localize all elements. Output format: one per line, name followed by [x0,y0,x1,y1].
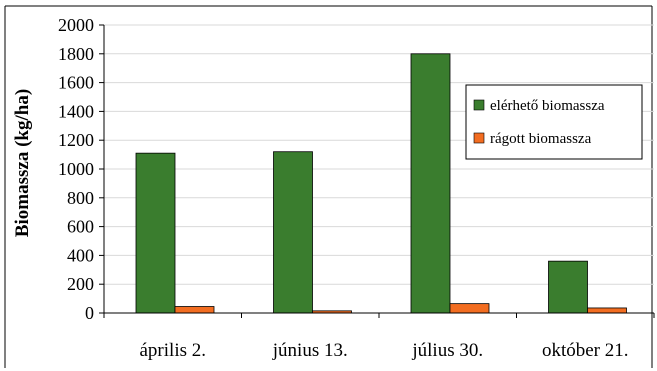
y-tick-label: 200 [67,274,94,294]
y-tick-label: 800 [67,188,94,208]
bar-grazed-biomass [587,307,627,314]
y-tick-label: 2000 [58,15,94,35]
y-tick-label: 0 [85,303,94,323]
y-tick-label: 1400 [58,101,94,121]
x-tick-label: április 2. [140,340,207,361]
bar-available-biomass [548,260,588,314]
bar-available-biomass [135,152,176,314]
axes [99,24,655,318]
y-tick-label: 1600 [58,73,94,93]
y-tick-labels: 0 200 400 600 800 1000 1200 1400 1600 1800 2000 [58,15,94,323]
y-axis-label: Biomassza (kg/ha) [12,89,33,237]
bars [135,53,627,314]
legend-swatch-grazed-biomass [473,132,485,144]
x-tick-labels: április 2. június 13. július 30. október 21… [140,340,629,361]
bar-available-biomass [273,151,313,314]
bar-grazed-biomass [174,306,215,314]
x-tick-label: október 21. [542,340,629,361]
legend-swatch-available-biomass [473,99,485,111]
legend-label-available-biomass: elérhető biomassza [490,98,605,114]
bar-grazed-biomass [449,303,490,314]
y-tick-label: 600 [67,217,94,237]
legend-box [465,84,643,160]
x-tick-label: június 13. [272,340,348,361]
bar-available-biomass [410,53,451,314]
x-tick-label: július 30. [411,340,483,361]
y-tick-label: 1200 [58,130,94,150]
y-tick-label: 1800 [58,44,94,64]
legend-label-grazed-biomass: rágott biomassza [490,131,592,147]
y-tick-label: 1000 [58,159,94,179]
legend: elérhető biomassza rágott biomassza [465,84,643,160]
y-tick-label: 400 [67,245,94,265]
